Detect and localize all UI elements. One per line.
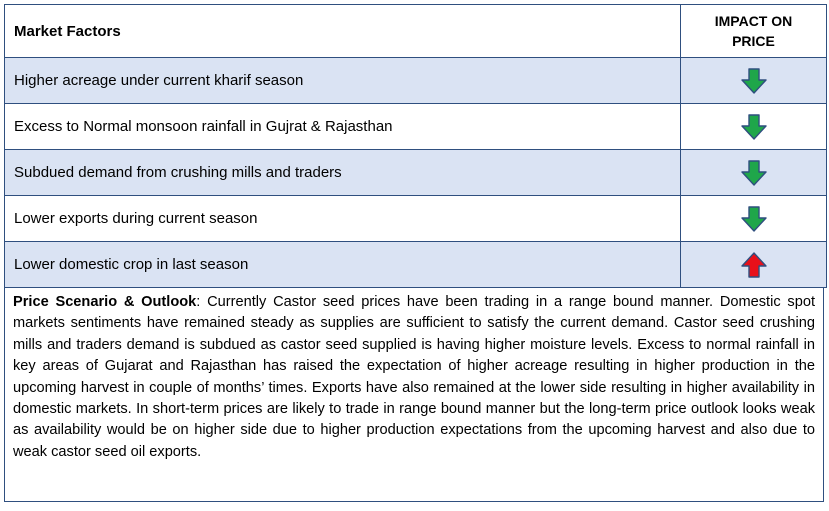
price-outlook-paragraph: Price Scenario & Outlook: Currently Cast… [4, 288, 824, 502]
market-factors-report: Market Factors IMPACT ON PRICE Higher ac… [4, 4, 827, 502]
outlook-text: : Currently Castor seed prices have been… [13, 294, 815, 460]
factor-cell: Excess to Normal monsoon rainfall in Guj… [4, 103, 681, 150]
header-market-factors: Market Factors [4, 4, 681, 58]
table-row: Lower exports during current season [4, 195, 827, 242]
header-impact-on-price: IMPACT ON PRICE [680, 4, 827, 58]
down-arrow-icon [740, 67, 767, 94]
table-row: Excess to Normal monsoon rainfall in Guj… [4, 103, 827, 150]
up-arrow-icon [740, 251, 767, 278]
table-row: Lower domestic crop in last season [4, 241, 827, 288]
impact-cell [680, 57, 827, 104]
table-row: Higher acreage under current kharif seas… [4, 57, 827, 104]
impact-cell [680, 149, 827, 196]
impact-cell [680, 103, 827, 150]
factor-cell: Subdued demand from crushing mills and t… [4, 149, 681, 196]
factor-cell: Lower domestic crop in last season [4, 241, 681, 288]
impact-cell [680, 195, 827, 242]
down-arrow-icon [740, 205, 767, 232]
table-row: Subdued demand from crushing mills and t… [4, 149, 827, 196]
down-arrow-icon [740, 159, 767, 186]
impact-cell [680, 241, 827, 288]
factor-cell: Higher acreage under current kharif seas… [4, 57, 681, 104]
header-impact-line2: PRICE [732, 33, 775, 49]
header-impact-line1: IMPACT ON [714, 13, 793, 29]
down-arrow-icon [740, 113, 767, 140]
factor-cell: Lower exports during current season [4, 195, 681, 242]
outlook-label: Price Scenario & Outlook [13, 294, 197, 310]
table-header-row: Market Factors IMPACT ON PRICE [4, 4, 827, 58]
market-factors-table: Market Factors IMPACT ON PRICE Higher ac… [4, 4, 827, 288]
